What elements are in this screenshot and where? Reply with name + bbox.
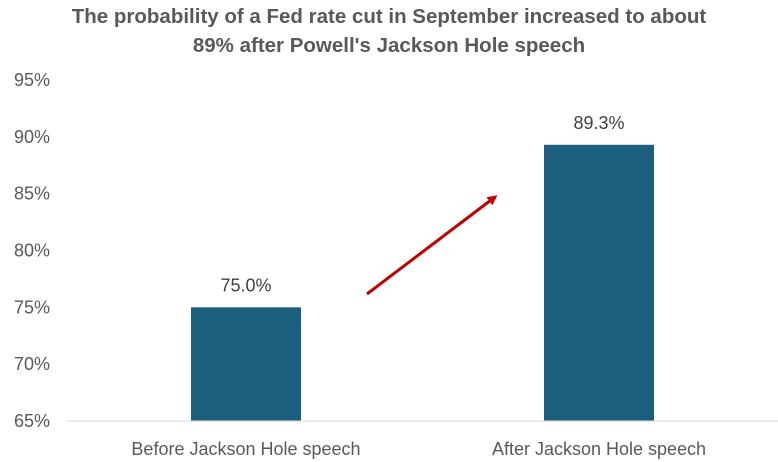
bar — [191, 307, 301, 421]
y-tick-label: 95% — [14, 70, 50, 90]
data-label: 75.0% — [220, 275, 271, 295]
y-tick-label: 70% — [14, 354, 50, 374]
chart-title: The probability of a Fed rate cut in Sep… — [0, 2, 778, 60]
y-tick-label: 85% — [14, 184, 50, 204]
chart-title-line-1: The probability of a Fed rate cut in Sep… — [71, 5, 707, 28]
y-tick-label: 65% — [14, 411, 50, 431]
increase-arrow — [366, 195, 498, 296]
bars — [191, 144, 654, 422]
data-labels: 75.0% 89.3% — [220, 113, 624, 296]
bar — [544, 144, 654, 422]
x-category-label: After Jackson Hole speech — [492, 439, 706, 459]
y-axis: 65% 70% 75% 80% 85% 90% 95% — [14, 70, 50, 431]
y-tick-label: 90% — [14, 127, 50, 147]
y-tick-label: 80% — [14, 241, 50, 261]
x-category-label: Before Jackson Hole speech — [131, 439, 360, 459]
x-axis: Before Jackson Hole speech After Jackson … — [131, 439, 706, 459]
y-tick-label: 75% — [14, 297, 50, 317]
chart-title-line-2: 89% after Powell's Jackson Hole speech — [192, 34, 586, 57]
data-label: 89.3% — [573, 113, 624, 133]
